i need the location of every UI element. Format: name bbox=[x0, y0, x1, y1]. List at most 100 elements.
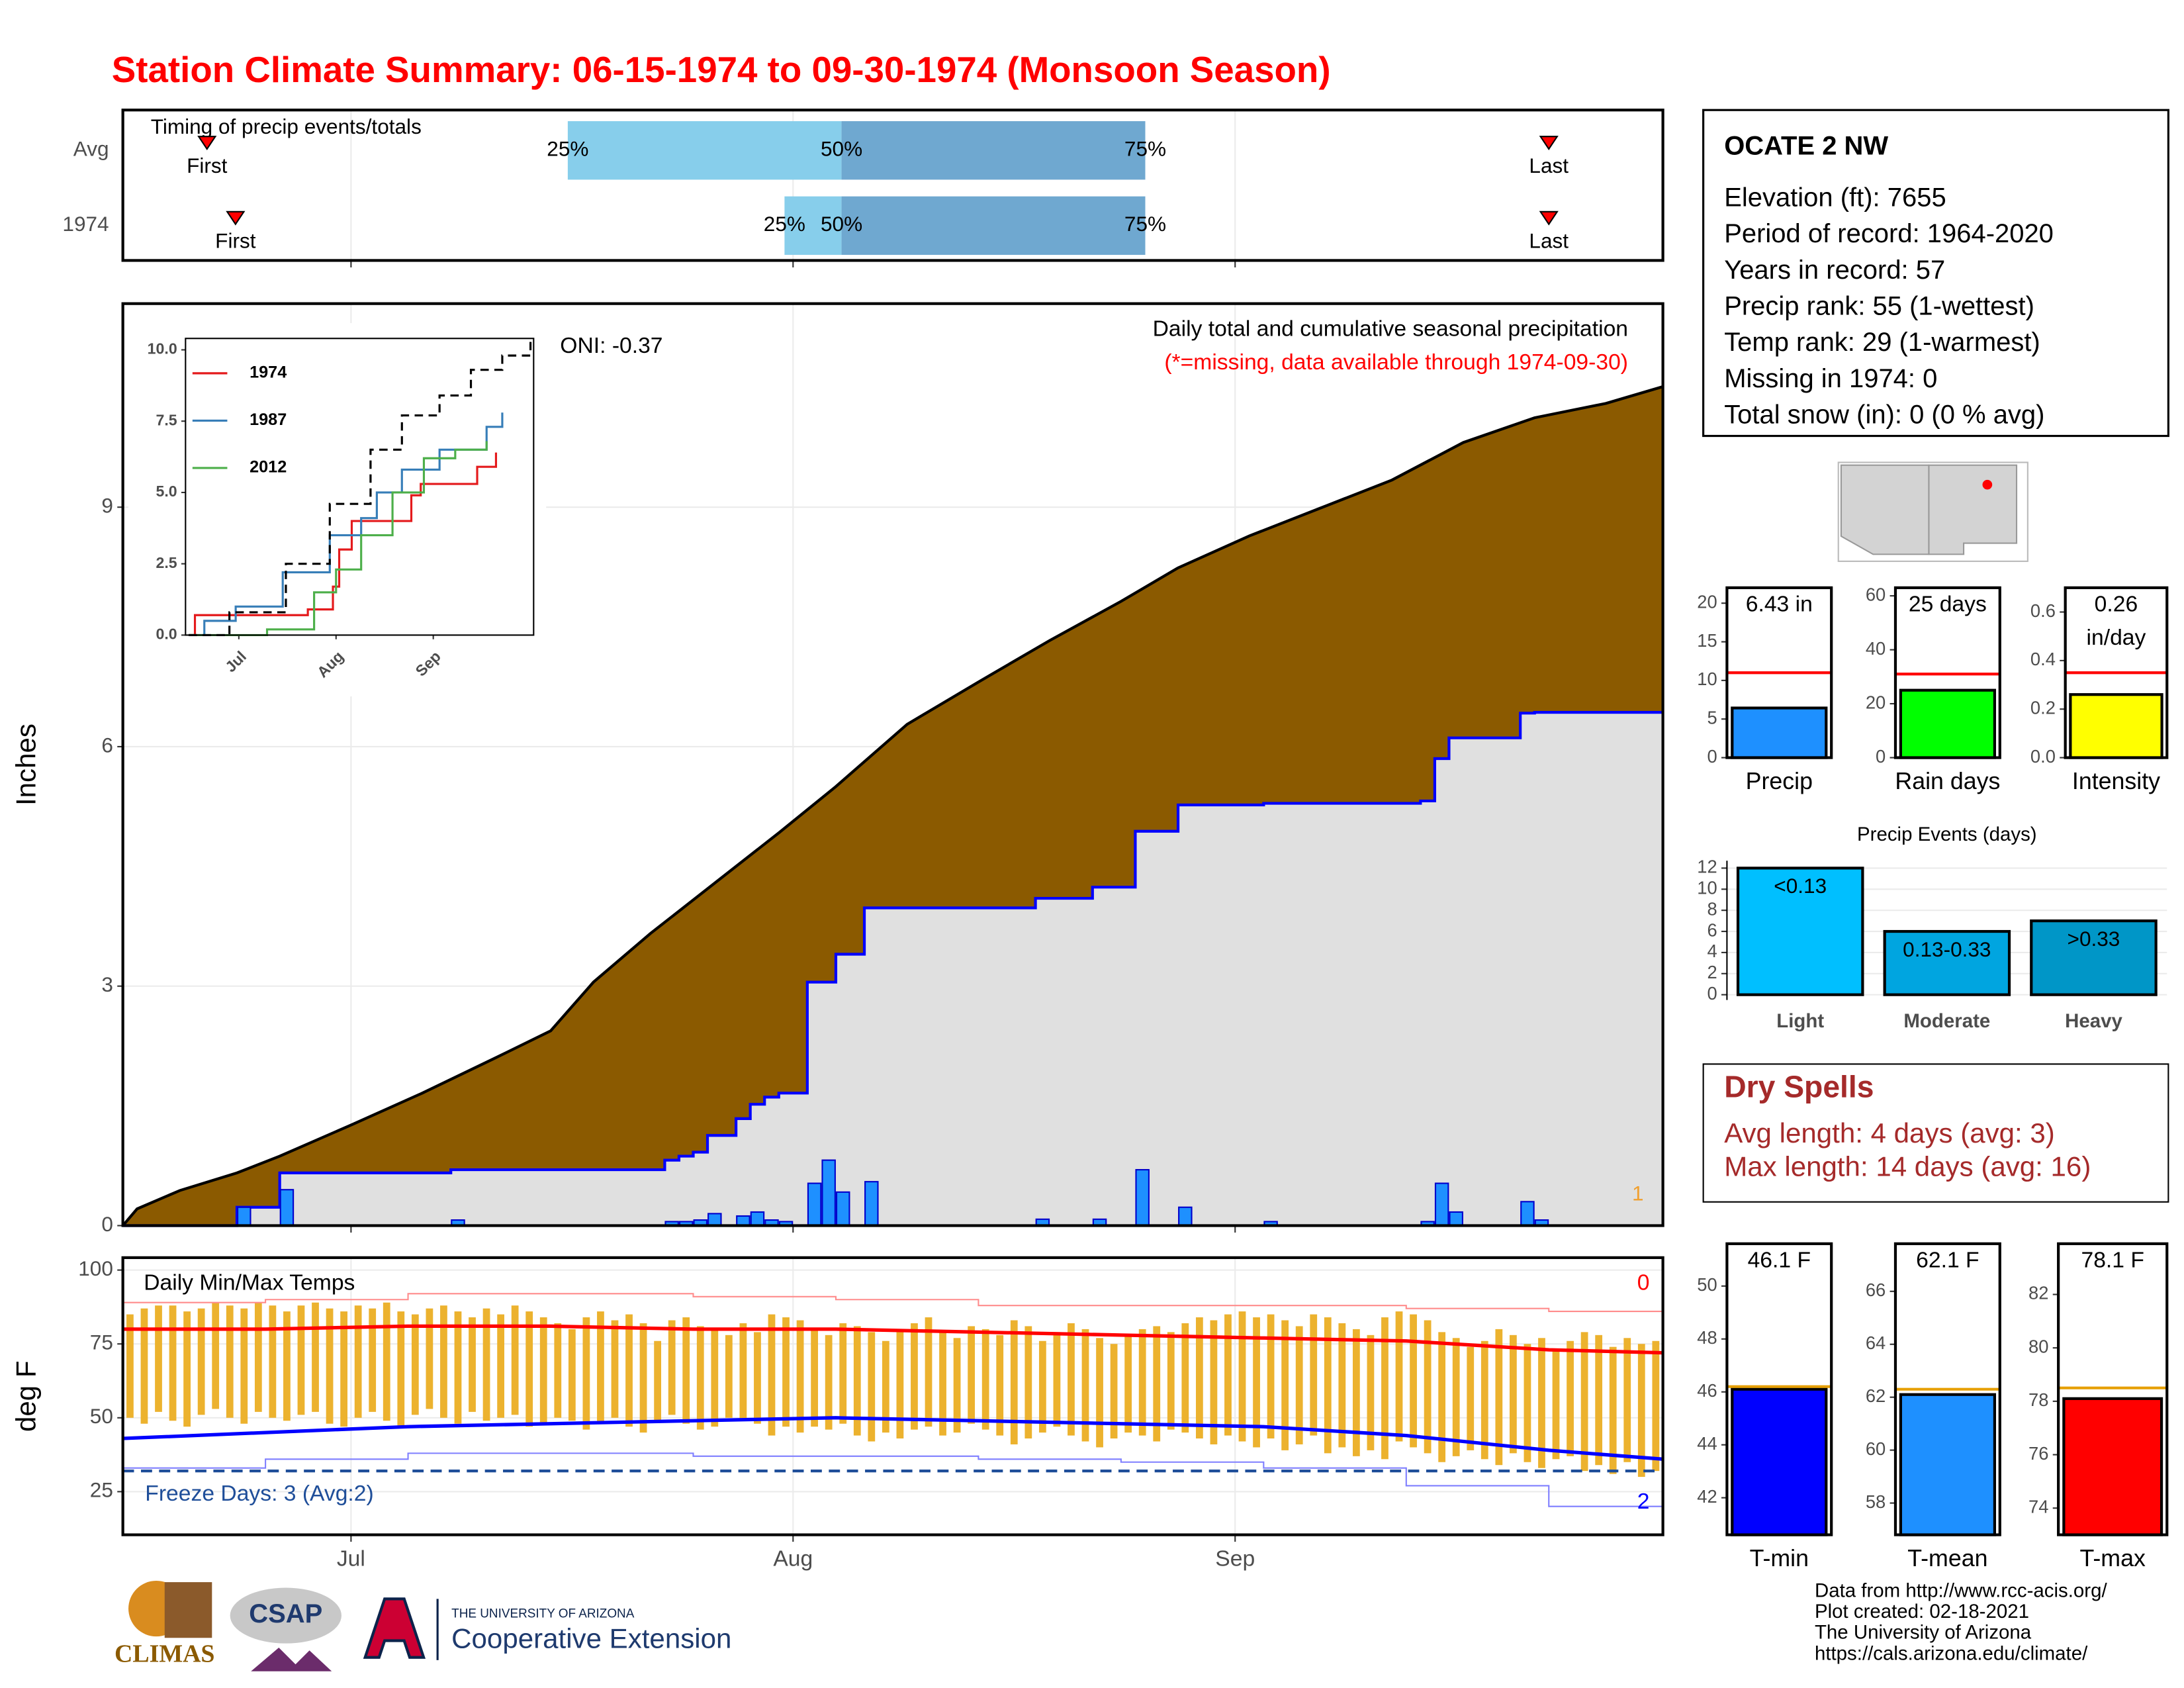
y-tick-label: 15 bbox=[1697, 630, 1717, 651]
logos: CLIMAS CSAP THE UNIVERSITY OF ARIZONA Co… bbox=[114, 1580, 731, 1671]
y-tick-label: 48 bbox=[1697, 1327, 1717, 1348]
temp-range-bar bbox=[1295, 1326, 1303, 1444]
dry-spells-title: Dry Spells bbox=[1724, 1070, 1874, 1104]
value-label-box: 25 days bbox=[1909, 593, 1987, 617]
temp-range-bar bbox=[1153, 1326, 1161, 1442]
temp-range-bar bbox=[197, 1308, 205, 1415]
temp-range-bar bbox=[183, 1311, 191, 1427]
row-label: Avg bbox=[73, 137, 109, 161]
temp-range-bar bbox=[811, 1329, 819, 1427]
series-line bbox=[189, 441, 488, 636]
temp-range-bar bbox=[1652, 1340, 1660, 1472]
chart-title: Precip Events (days) bbox=[1857, 823, 2037, 845]
panel-title: Timing of precip events/totals bbox=[151, 115, 422, 138]
panel-frame bbox=[2057, 1242, 2169, 1536]
temp-range-bar bbox=[682, 1317, 690, 1424]
temp-range-bar bbox=[1068, 1323, 1075, 1436]
bar bbox=[1899, 688, 1996, 759]
y-tick-label: 60 bbox=[1866, 1438, 1886, 1459]
freeze-days-label: Freeze Days: 3 (Avg:2) bbox=[145, 1481, 373, 1506]
climas-emblem bbox=[164, 1582, 212, 1638]
quartile-bar bbox=[841, 196, 1146, 256]
panel-frame bbox=[1893, 1242, 2001, 1536]
y-tick-label: 6 bbox=[101, 733, 113, 757]
x-tick-label: Heavy bbox=[2065, 1010, 2122, 1032]
y-tick-label: 0.2 bbox=[2030, 697, 2056, 718]
temp-range-bar bbox=[654, 1340, 662, 1421]
y-tick-label: 40 bbox=[1866, 638, 1886, 659]
temp-range-bar bbox=[868, 1332, 876, 1442]
temp-range-bar bbox=[1352, 1329, 1360, 1456]
temp-range-bar bbox=[1281, 1320, 1289, 1450]
y-tick-label: 6 bbox=[1707, 919, 1717, 940]
row-label: 1974 bbox=[62, 212, 109, 236]
quartile-bar bbox=[567, 121, 842, 180]
y-tick-label: 78 bbox=[2028, 1389, 2048, 1410]
value-label-box: 46.1 F bbox=[1748, 1249, 1811, 1273]
y-tick-label: 2.5 bbox=[156, 554, 177, 571]
y-tick-label: 25 bbox=[90, 1478, 113, 1502]
temp-range-bar bbox=[668, 1320, 676, 1415]
avg-max-line bbox=[122, 1324, 1663, 1355]
station-name: OCATE 2 NW bbox=[1724, 132, 1888, 161]
y-tick-label: 46 bbox=[1697, 1380, 1717, 1401]
footer-line: Data from http://www.rcc-acis.org/ bbox=[1815, 1580, 2107, 1602]
y-tick-label: 80 bbox=[2028, 1336, 2048, 1356]
station-lines: Elevation (ft): 7655 Period of record: 19… bbox=[1724, 183, 2054, 429]
dry-spells-line: Max length: 14 days (avg: 16) bbox=[1724, 1150, 2091, 1182]
footer-line: The University of Arizona bbox=[1815, 1622, 2032, 1644]
y-tick-label: 82 bbox=[2028, 1283, 2048, 1303]
legend-label: 1974 bbox=[250, 363, 287, 382]
university-name: THE UNIVERSITY OF ARIZONA bbox=[451, 1607, 635, 1620]
temp-range-bar bbox=[1567, 1340, 1574, 1456]
quartile-bar bbox=[841, 121, 1146, 180]
temp-range-bar bbox=[911, 1323, 918, 1430]
temp-range-bar bbox=[1595, 1335, 1603, 1466]
bar bbox=[1899, 1393, 1996, 1536]
y-axis-title: deg F bbox=[11, 1360, 42, 1432]
y-tick-label: 0.0 bbox=[156, 626, 177, 643]
locator-map bbox=[1837, 461, 2028, 562]
panel-title: Daily Min/Max Temps bbox=[144, 1271, 355, 1295]
temp-range-bar bbox=[312, 1302, 319, 1412]
inset-background bbox=[128, 323, 547, 696]
temp-range-bar bbox=[1010, 1320, 1018, 1444]
event-marker bbox=[197, 136, 217, 151]
temp-range-bar bbox=[126, 1314, 134, 1418]
y-tick-label: 42 bbox=[1697, 1486, 1717, 1507]
bar bbox=[2069, 693, 2163, 759]
temp-range-bar bbox=[440, 1305, 447, 1418]
temp-range-bar bbox=[1637, 1344, 1645, 1477]
extension-name: Cooperative Extension bbox=[451, 1623, 731, 1654]
temp-range-bar bbox=[169, 1305, 177, 1421]
y-tick-label: 12 bbox=[1697, 857, 1717, 877]
station-line: Elevation (ft): 7655 bbox=[1724, 183, 1946, 212]
temp-range-bar bbox=[896, 1329, 904, 1439]
bar-label: <0.13 bbox=[1774, 874, 1827, 898]
temp-range-bar bbox=[1053, 1332, 1061, 1427]
station-line: Years in record: 57 bbox=[1724, 256, 1945, 285]
temp-range-bar bbox=[1181, 1323, 1189, 1433]
footer-line: Plot created: 02-18-2021 bbox=[1815, 1601, 2029, 1622]
temp-range-bar bbox=[1310, 1314, 1318, 1436]
temp-range-bar bbox=[240, 1308, 248, 1424]
series-line bbox=[189, 452, 498, 636]
y-tick-label: 0 bbox=[101, 1212, 113, 1236]
event-label: First bbox=[187, 154, 228, 177]
temp-range-bar bbox=[968, 1326, 976, 1424]
footer-line: https://cals.arizona.edu/climate/ bbox=[1815, 1642, 2088, 1664]
station-line: Missing in 1974: 0 bbox=[1724, 364, 1937, 393]
y-tick-label: 64 bbox=[1866, 1333, 1886, 1353]
quartile-label: 25% bbox=[547, 137, 588, 161]
temp-range-bar bbox=[525, 1311, 533, 1427]
cumulative-area bbox=[122, 712, 1663, 1226]
avg-min-line bbox=[122, 1416, 1663, 1461]
value-label-box: 78.1 F bbox=[2081, 1249, 2144, 1273]
y-tick-label: 10 bbox=[1697, 878, 1717, 898]
series-line bbox=[189, 338, 532, 636]
quartile-label: 50% bbox=[821, 212, 862, 236]
temp-range-bar bbox=[825, 1335, 833, 1430]
legend-label: 1987 bbox=[250, 410, 287, 429]
